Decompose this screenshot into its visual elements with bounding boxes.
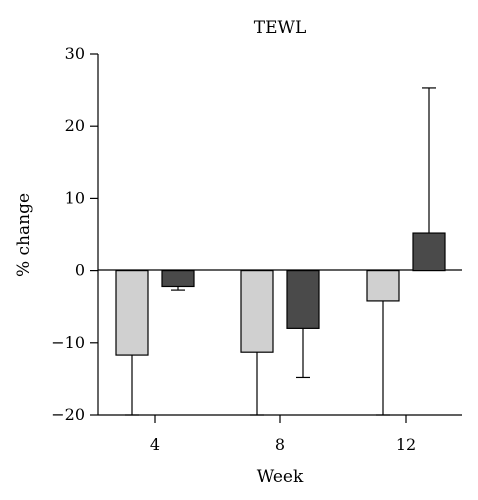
bar — [240, 270, 274, 353]
y-tick-label: −20 — [51, 405, 85, 424]
chart-title: TEWL — [254, 18, 307, 38]
y-axis-label: % change — [14, 193, 34, 277]
error-bars — [125, 87, 436, 416]
bar — [115, 270, 149, 356]
y-tick-label: −10 — [51, 333, 85, 352]
x-tick-label: 12 — [396, 435, 416, 454]
x-ticks: 4 8 12 — [150, 415, 416, 454]
bar — [286, 270, 320, 329]
x-tick-label: 8 — [275, 435, 285, 454]
y-tick-label: 20 — [65, 116, 85, 135]
y-ticks: −20 −10 0 10 20 30 — [51, 44, 98, 424]
bar — [161, 270, 195, 288]
bars — [115, 232, 446, 356]
bar — [366, 270, 400, 302]
y-tick-label: 10 — [65, 188, 85, 207]
y-axis: −20 −10 0 10 20 30 — [51, 44, 99, 424]
x-axis: 4 8 12 — [98, 414, 462, 454]
y-tick-label: 0 — [75, 261, 85, 280]
x-axis-label: Week — [257, 467, 304, 487]
y-tick-label: 30 — [65, 44, 85, 63]
x-tick-label: 4 — [150, 435, 160, 454]
bar — [412, 232, 446, 272]
